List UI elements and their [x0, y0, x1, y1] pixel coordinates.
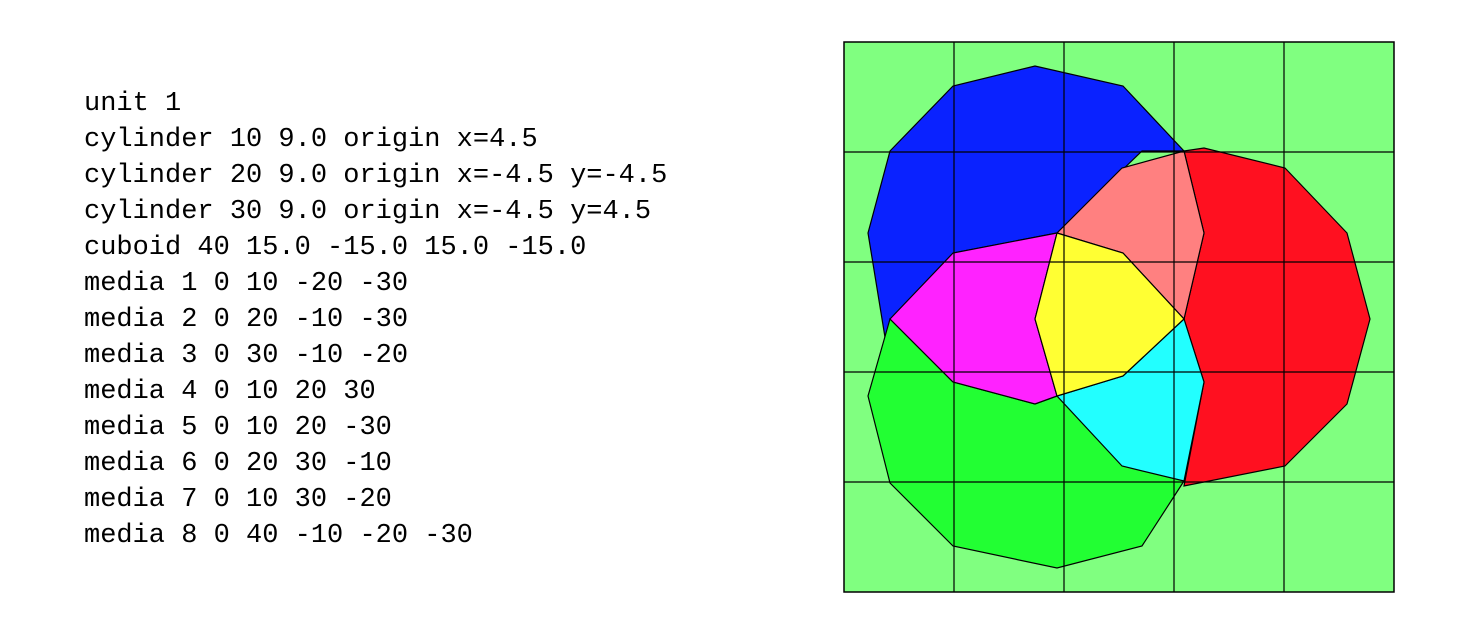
code-line: cuboid 40 15.0 -15.0 15.0 -15.0 [84, 233, 587, 263]
overlap-all-three [1034, 232, 1185, 397]
code-line: media 7 0 10 30 -20 [84, 485, 392, 515]
code-line: media 4 0 10 20 30 [84, 377, 376, 407]
input-listing: unit 1 cylinder 10 9.0 origin x=4.5 cylind… [84, 86, 667, 554]
code-line: cylinder 20 9.0 origin x=-4.5 y=-4.5 [84, 161, 668, 191]
code-line: media 8 0 40 -10 -20 -30 [84, 521, 473, 551]
code-line: media 2 0 20 -10 -30 [84, 305, 409, 335]
code-line: cylinder 30 9.0 origin x=-4.5 y=4.5 [84, 197, 652, 227]
code-line: cylinder 10 9.0 origin x=4.5 [84, 125, 538, 155]
code-line: media 6 0 20 30 -10 [84, 449, 392, 479]
code-line: media 3 0 30 -10 -20 [84, 341, 409, 371]
code-line: media 1 0 10 -20 -30 [84, 269, 409, 299]
grid [844, 42, 1394, 592]
code-line: unit 1 [84, 89, 182, 119]
geometry-plot [843, 41, 1395, 593]
code-line: media 5 0 10 20 -30 [84, 413, 392, 443]
outer-border [843, 41, 1395, 593]
